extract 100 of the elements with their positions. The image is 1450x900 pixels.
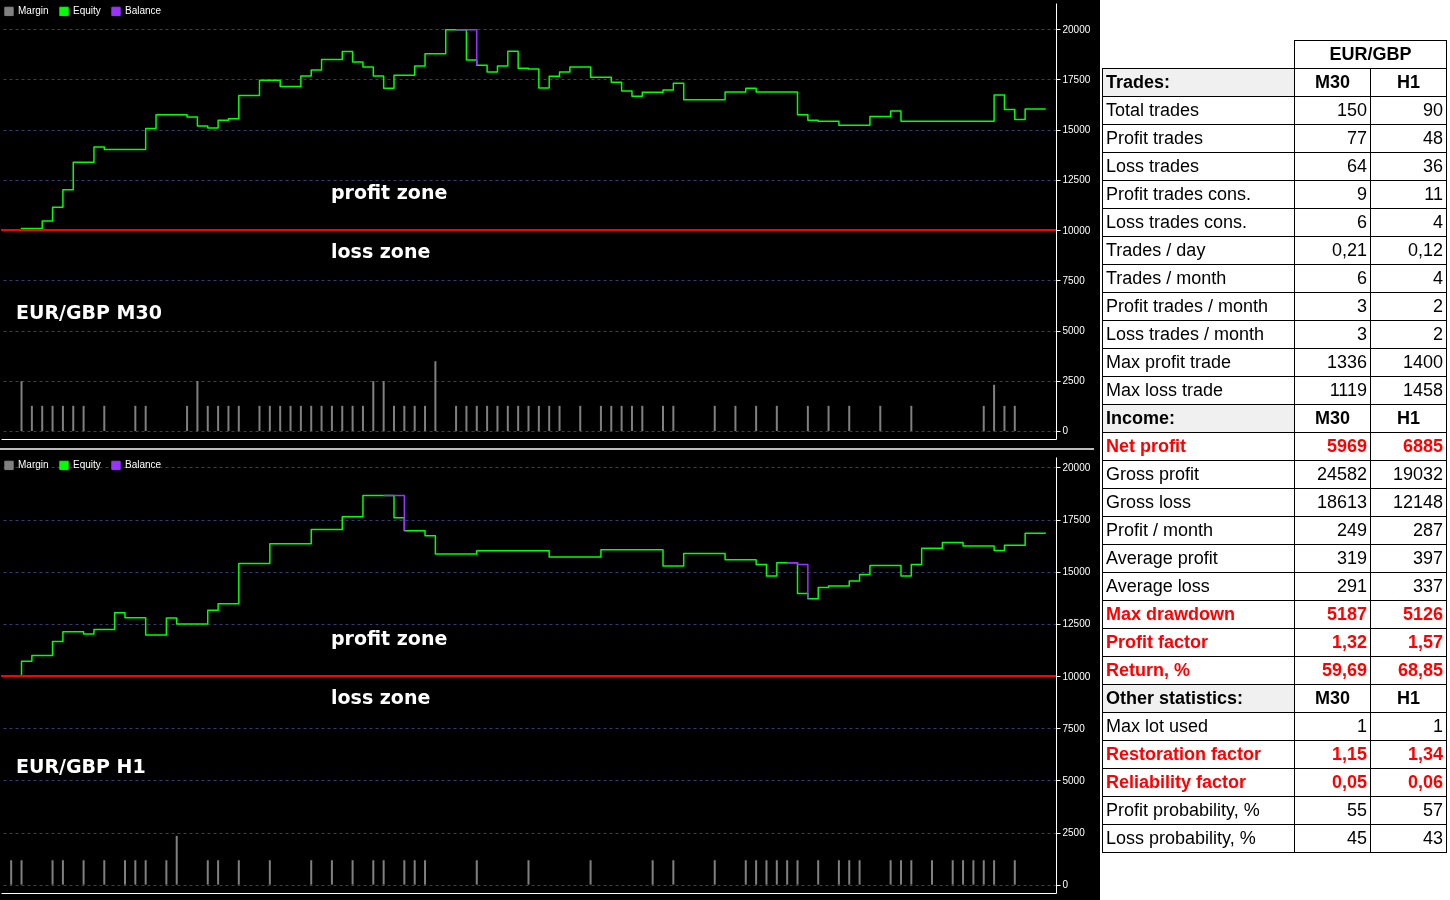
data-label: 2	[1370, 292, 1447, 321]
data-label: 4	[1370, 208, 1447, 237]
annotation: profit zone	[331, 181, 448, 204]
data-label: 55	[1294, 796, 1371, 825]
data-label: 287	[1370, 516, 1447, 545]
data-label: 0,12	[1370, 236, 1447, 265]
legend-label: Equity	[73, 5, 101, 17]
y-tick-label: 20000	[1062, 23, 1091, 35]
data-label: 68,85	[1370, 656, 1447, 685]
data-label: 57	[1370, 796, 1447, 825]
category-label: Total trades	[1102, 96, 1295, 125]
category-label: Trades / day	[1102, 236, 1295, 265]
category-label: Loss trades / month	[1102, 320, 1295, 349]
y-tick-label: 12500	[1062, 618, 1091, 630]
data-label: 11	[1370, 180, 1447, 209]
data-label: 6	[1294, 264, 1371, 293]
data-label: 36	[1370, 152, 1447, 181]
category-label: Average loss	[1102, 572, 1295, 601]
category-label: Profit trades	[1102, 124, 1295, 153]
legend-label: Balance	[125, 5, 162, 17]
data-label: 18613	[1294, 488, 1371, 517]
legend-label: Equity	[73, 459, 101, 471]
category-label: Max loss trade	[1102, 376, 1295, 405]
data-label: 397	[1370, 544, 1447, 573]
category-label: Net profit	[1102, 432, 1295, 461]
y-tick-label: 5000	[1062, 774, 1086, 786]
data-label: 2	[1370, 320, 1447, 349]
data-label: 0,06	[1370, 768, 1447, 797]
data-label: 3	[1294, 320, 1371, 349]
category-label: Loss trades	[1102, 152, 1295, 181]
data-label: 337	[1370, 572, 1447, 601]
data-label: 5187	[1294, 600, 1371, 629]
category-label: Reliability factor	[1102, 768, 1295, 797]
text: M30	[1314, 72, 1350, 92]
data-label: 0,05	[1294, 768, 1371, 797]
category-label: Loss trades cons.	[1102, 208, 1295, 237]
data-label: 6885	[1370, 432, 1447, 461]
data-label: 1	[1294, 712, 1371, 741]
category-label: Max drawdown	[1102, 600, 1295, 629]
category-label: Profit probability, %	[1102, 796, 1295, 825]
category-label: Average profit	[1102, 544, 1295, 573]
annotation: loss zone	[331, 240, 431, 263]
data-label: 48	[1370, 124, 1447, 153]
data-label: 12148	[1370, 488, 1447, 517]
category-label: Gross loss	[1102, 488, 1295, 517]
legend-label: Margin	[18, 459, 49, 471]
y-tick-label: 0	[1062, 879, 1069, 891]
data-label: 1,34	[1370, 740, 1447, 769]
y-tick-label: 17500	[1062, 514, 1091, 526]
category-label: Trades / month	[1102, 264, 1295, 293]
text: H1	[1397, 688, 1421, 708]
annotation: EUR/GBP M30	[16, 300, 162, 323]
data-label: 24582	[1294, 460, 1371, 489]
data-label: 45	[1294, 824, 1371, 853]
data-label: 3	[1294, 292, 1371, 321]
text: Income:	[1102, 404, 1295, 433]
data-label: 249	[1294, 516, 1371, 545]
data-label: 1119	[1294, 376, 1371, 405]
y-tick-label: 17500	[1062, 73, 1091, 85]
legend-label: Margin	[18, 5, 49, 17]
category-label: Restoration factor	[1102, 740, 1295, 769]
data-label: 0,21	[1294, 236, 1371, 265]
text: M30	[1314, 688, 1350, 708]
category-label: Max lot used	[1102, 712, 1295, 741]
data-label: 1,32	[1294, 628, 1371, 657]
category-label: Profit trades cons.	[1102, 180, 1295, 209]
data-label: 5126	[1370, 600, 1447, 629]
legend-label: M30	[1294, 404, 1371, 433]
data-label: 1	[1370, 712, 1447, 741]
legend-label: H1	[1370, 404, 1447, 433]
annotation: profit zone	[331, 627, 448, 650]
y-tick-label: 15000	[1062, 566, 1091, 578]
y-tick-label: 15000	[1062, 124, 1091, 136]
data-label: 1336	[1294, 348, 1371, 377]
text: H1	[1397, 72, 1421, 92]
category-label: Max profit trade	[1102, 348, 1295, 377]
annotation: EUR/GBP H1	[16, 754, 146, 777]
category-label: Profit factor	[1102, 628, 1295, 657]
y-tick-label: 20000	[1062, 461, 1091, 473]
data-label: 59,69	[1294, 656, 1371, 685]
data-label: 319	[1294, 544, 1371, 573]
data-label: 1400	[1370, 348, 1447, 377]
data-label: 6	[1294, 208, 1371, 237]
y-tick-label: 10000	[1062, 670, 1091, 682]
text: Trades:	[1102, 68, 1295, 97]
data-label: 19032	[1370, 460, 1447, 489]
category-label: Gross profit	[1102, 460, 1295, 489]
legend-label: Balance	[125, 459, 162, 471]
data-label: 43	[1370, 824, 1447, 853]
category-label: Profit trades / month	[1102, 292, 1295, 321]
category-label: Loss probability, %	[1102, 824, 1295, 853]
data-label: 4	[1370, 264, 1447, 293]
data-label: 150	[1294, 96, 1371, 125]
category-label: Profit / month	[1102, 516, 1295, 545]
data-label: 1,57	[1370, 628, 1447, 657]
y-tick-label: 5000	[1062, 325, 1086, 336]
data-label: 64	[1294, 152, 1371, 181]
text: EUR/GBP	[1294, 40, 1447, 69]
data-label: 77	[1294, 124, 1371, 153]
category-label: Return, %	[1102, 656, 1295, 685]
